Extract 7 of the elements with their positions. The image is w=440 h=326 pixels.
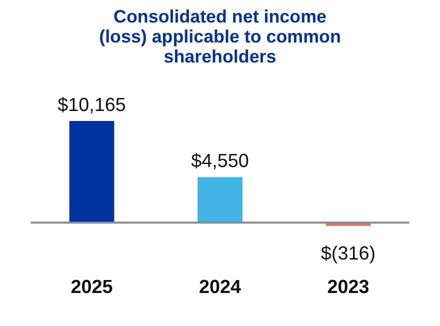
x-tick-label: 2025 bbox=[70, 276, 113, 298]
data-label: $4,550 bbox=[191, 151, 249, 172]
data-label: $10,165 bbox=[58, 95, 126, 116]
x-tick-label: 2023 bbox=[327, 276, 370, 298]
chart-title: Consolidated net income (loss) applicable to common shareholders bbox=[99, 6, 341, 66]
x-tick-label: 2024 bbox=[198, 276, 242, 298]
data-label: $(316) bbox=[320, 244, 376, 265]
